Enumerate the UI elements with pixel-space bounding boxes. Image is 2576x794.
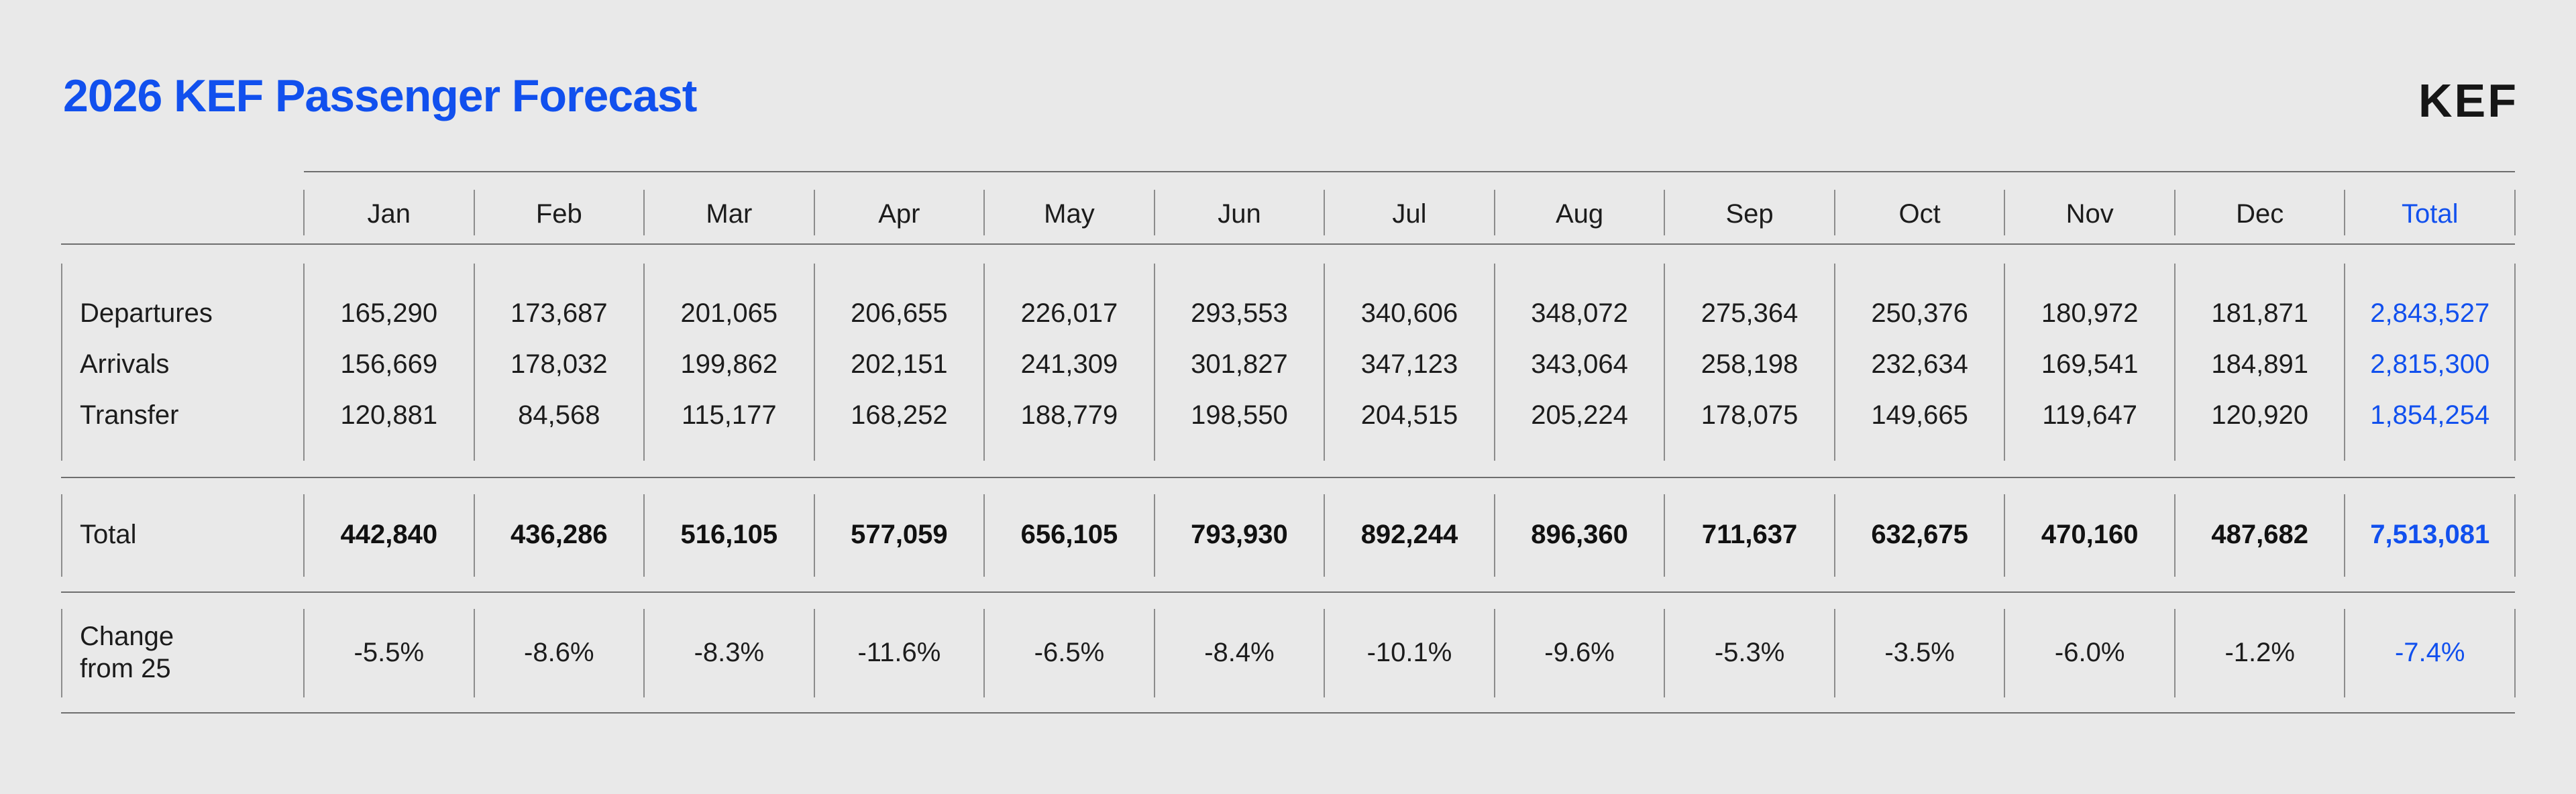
- value-cell-row-totals: 2,843,527 2,815,300 1,854,254: [2344, 245, 2516, 477]
- change-row: Change from 25 -5.5% -8.6% -8.3% -11.6% …: [61, 591, 2516, 714]
- change-feb: -8.6%: [473, 593, 645, 712]
- value-cell-jan: 165,290 156,669 120,881: [303, 245, 474, 477]
- total-jan: 442,840: [303, 478, 474, 591]
- row-label-transfer: Transfer: [80, 400, 179, 430]
- value-cell-jul: 340,606 347,123 204,515: [1324, 245, 1495, 477]
- table-header-row: Jan Feb Mar Apr May Jun Jul Aug Sep Oct …: [61, 171, 2516, 243]
- month-header-jun: Jun: [1153, 171, 1325, 243]
- change-jun: -8.4%: [1153, 593, 1325, 712]
- total-nov: 470,160: [2004, 478, 2175, 591]
- change-nov: -6.0%: [2004, 593, 2175, 712]
- value-cell-apr: 206,655 202,151 168,252: [813, 245, 985, 477]
- change-may: -6.5%: [983, 593, 1155, 712]
- month-header-sep: Sep: [1664, 171, 1835, 243]
- value-cell-feb: 173,687 178,032 84,568: [473, 245, 645, 477]
- value-cell-jun: 293,553 301,827 198,550: [1153, 245, 1325, 477]
- total-may: 656,105: [983, 478, 1155, 591]
- month-header-feb: Feb: [473, 171, 645, 243]
- month-header-oct: Oct: [1833, 171, 2005, 243]
- month-header-nov: Nov: [2004, 171, 2175, 243]
- forecast-table: Jan Feb Mar Apr May Jun Jul Aug Sep Oct …: [61, 171, 2516, 714]
- total-dec: 487,682: [2174, 478, 2345, 591]
- change-total: -7.4%: [2344, 593, 2516, 712]
- month-header-may: May: [983, 171, 1155, 243]
- value-cell-may: 226,017 241,309 188,779: [983, 245, 1155, 477]
- value-cell-oct: 250,376 232,634 149,665: [1833, 245, 2005, 477]
- row-label-departures: Departures: [80, 298, 213, 328]
- value-cell-sep: 275,364 258,198 178,075: [1664, 245, 1835, 477]
- change-sep: -5.3%: [1664, 593, 1835, 712]
- total-sep: 711,637: [1664, 478, 1835, 591]
- header-spacer: [61, 171, 304, 243]
- value-cell-nov: 180,972 169,541 119,647: [2004, 245, 2175, 477]
- total-column-header: Total: [2344, 171, 2516, 243]
- total-jun: 793,930: [1153, 478, 1325, 591]
- kef-logo: KEF: [2418, 74, 2518, 127]
- change-apr: -11.6%: [813, 593, 985, 712]
- value-cell-mar: 201,065 199,862 115,177: [643, 245, 814, 477]
- month-header-aug: Aug: [1493, 171, 1665, 243]
- change-jan: -5.5%: [303, 593, 474, 712]
- row-label-change-from-25: Change from 25: [61, 593, 304, 712]
- departures-total: 2,843,527: [2370, 298, 2490, 328]
- grand-total: 7,513,081: [2344, 478, 2516, 591]
- transfer-total: 1,854,254: [2370, 400, 2490, 430]
- month-header-jan: Jan: [303, 171, 474, 243]
- change-dec: -1.2%: [2174, 593, 2345, 712]
- change-aug: -9.6%: [1493, 593, 1665, 712]
- month-header-mar: Mar: [643, 171, 814, 243]
- value-cell-dec: 181,871 184,891 120,920: [2174, 245, 2345, 477]
- total-row: Total 442,840 436,286 516,105 577,059 65…: [61, 477, 2516, 591]
- total-mar: 516,105: [643, 478, 814, 591]
- row-label-total: Total: [61, 478, 304, 591]
- row-labels: Departures Arrivals Transfer: [61, 245, 304, 477]
- passenger-data-block: Departures Arrivals Transfer 165,290 156…: [61, 243, 2516, 477]
- row-label-arrivals: Arrivals: [80, 349, 170, 379]
- total-feb: 436,286: [473, 478, 645, 591]
- page-title: 2026 KEF Passenger Forecast: [63, 70, 697, 121]
- value-cell-aug: 348,072 343,064 205,224: [1493, 245, 1665, 477]
- total-oct: 632,675: [1833, 478, 2005, 591]
- change-oct: -3.5%: [1833, 593, 2005, 712]
- total-jul: 892,244: [1324, 478, 1495, 591]
- month-header-jul: Jul: [1324, 171, 1495, 243]
- month-header-apr: Apr: [813, 171, 985, 243]
- total-apr: 577,059: [813, 478, 985, 591]
- change-jul: -10.1%: [1324, 593, 1495, 712]
- month-header-dec: Dec: [2174, 171, 2345, 243]
- arrivals-total: 2,815,300: [2370, 349, 2490, 379]
- total-aug: 896,360: [1493, 478, 1665, 591]
- change-mar: -8.3%: [643, 593, 814, 712]
